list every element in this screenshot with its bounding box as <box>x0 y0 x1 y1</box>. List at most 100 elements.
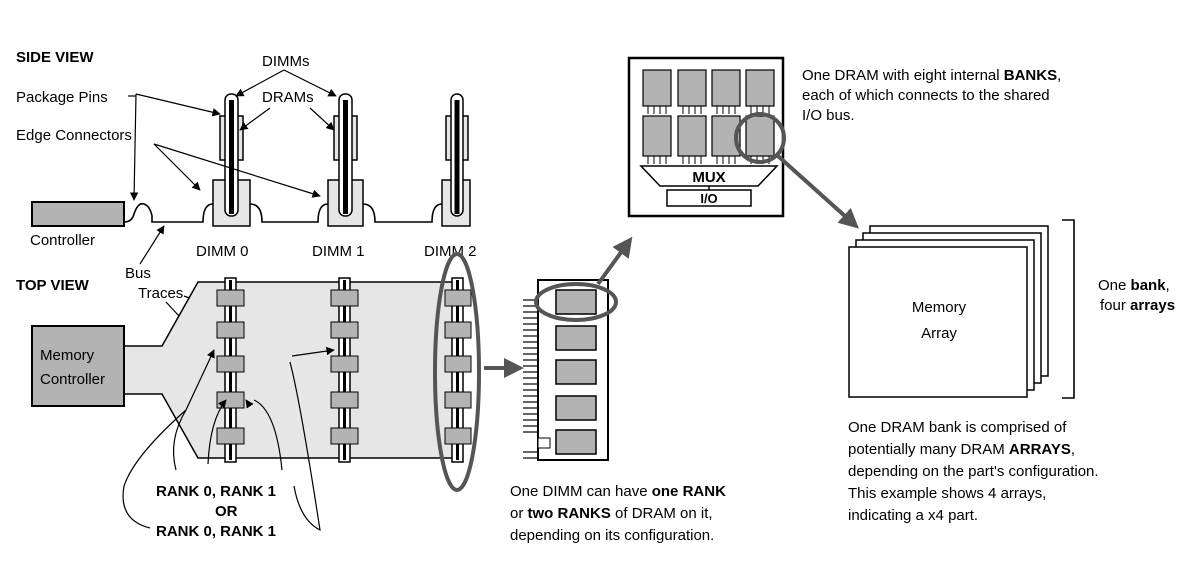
memory-controller-line2: Controller <box>40 371 105 388</box>
dram-chip-top <box>216 289 245 307</box>
edge-connectors-arrow-0 <box>153 143 201 191</box>
dimm-caption-line3: depending on its configuration. <box>510 527 714 544</box>
top-dimm-2 <box>444 277 472 463</box>
mux-block <box>639 165 779 187</box>
dimm-0-label: DIMM 0 <box>196 243 249 260</box>
dram-zoom-arrow <box>596 236 633 286</box>
side-dimm-1 <box>327 93 364 227</box>
rank-line-2: RANK 0, RANK 1 <box>156 523 276 540</box>
rank-loop-outer <box>122 409 187 529</box>
dram-bank <box>642 69 672 107</box>
side-bus-trace <box>123 202 470 223</box>
dimm-module <box>523 279 609 461</box>
module-dram-chip <box>555 325 597 351</box>
dram-chip-top <box>330 289 359 307</box>
drams-arrow-left <box>239 107 271 131</box>
bank-io-ticks-row1 <box>647 106 770 114</box>
bus-traces-arrow-up <box>139 225 165 265</box>
dimms-label: DIMMs <box>262 53 310 70</box>
top-dimm-1 <box>330 277 359 463</box>
dram-chip-top <box>330 355 359 373</box>
module-dram-chip <box>555 359 597 385</box>
module-dram-chip <box>555 429 597 455</box>
io-block <box>666 189 752 207</box>
dram-chip-top <box>216 355 245 373</box>
module-dram-chip <box>555 289 597 315</box>
rank-arrow-a <box>185 349 215 411</box>
top-view-title: TOP VIEW <box>16 277 90 294</box>
dram-chip-top <box>444 289 472 307</box>
memory-controller-line1: Memory <box>40 347 95 364</box>
dram-chip-top <box>444 321 472 339</box>
rank-loop-d <box>289 361 321 532</box>
io-label: I/O <box>700 191 717 206</box>
package-pins-label: Package Pins <box>16 89 108 106</box>
dram-chip-top <box>216 427 245 445</box>
top-dimm-0 <box>216 277 245 463</box>
dram-bank <box>642 115 672 157</box>
dram-bank <box>677 115 707 157</box>
dram-bank <box>677 69 707 107</box>
dram-chip-top <box>216 321 245 339</box>
dram-chip-top <box>216 391 245 409</box>
controller-box <box>31 201 125 227</box>
dram-caption-line2: each of which connects to the shared <box>802 87 1050 104</box>
package-pins-arrow-right <box>135 93 221 117</box>
package-pins-arrow-down <box>129 93 139 201</box>
memory-array <box>848 246 1028 398</box>
side-dimm-0 <box>212 93 251 227</box>
dimm-caption-line1: One DIMM can have one RANK <box>510 483 726 500</box>
dram-chip-top <box>444 355 472 373</box>
bank-caption-line2: potentially many DRAM ARRAYS, <box>848 441 1075 458</box>
bus-label: Bus <box>125 265 151 282</box>
bus-ribbon <box>123 281 456 459</box>
memory-array-line2: Array <box>921 325 957 342</box>
dram-caption-line3: I/O bus. <box>802 107 855 124</box>
edge-connectors-label: Edge Connectors <box>16 127 132 144</box>
bank-caption-line1: One DRAM bank is comprised of <box>848 419 1067 436</box>
mux-label: MUX <box>692 169 725 186</box>
dram-chip-highlight-ring <box>534 282 618 322</box>
bank-arrays-stack: Memory Array <box>848 225 1049 398</box>
dimm-2-highlight-ring <box>433 252 481 492</box>
drams-arrow-right <box>309 107 335 131</box>
dram-chip-top <box>330 427 359 445</box>
dimm-module-pins <box>523 299 538 459</box>
dimms-arrow-left <box>235 69 285 97</box>
dram-chip-top <box>444 427 472 445</box>
dimm-1-label: DIMM 1 <box>312 243 365 260</box>
rank-loop-c <box>253 399 283 471</box>
controller-label: Controller <box>30 232 95 249</box>
rank-loop-a <box>172 409 187 471</box>
rank-line-or: OR <box>215 503 238 520</box>
dram-bank <box>745 115 775 157</box>
side-view-title: SIDE VIEW <box>16 49 94 66</box>
edge-connectors-arrow-1 <box>153 143 321 198</box>
bank-side-line2: four arrays <box>1100 297 1175 314</box>
memory-controller-box <box>31 325 125 407</box>
module-dram-chip <box>555 395 597 421</box>
dram-chip-top <box>330 391 359 409</box>
rank-arrow-b <box>207 399 227 465</box>
bank-caption-line5: indicating a x4 part. <box>848 507 978 524</box>
drams-label: DRAMs <box>262 89 314 106</box>
dram-bank <box>745 69 775 107</box>
dimms-arrow-right <box>283 69 337 97</box>
bank-highlight-ring <box>734 112 786 164</box>
dram-chip-top <box>444 391 472 409</box>
dram-chip: MUX I/O <box>627 56 785 218</box>
bank-side-line1: One bank, <box>1098 277 1170 294</box>
bank-caption-line4: This example shows 4 arrays, <box>848 485 1046 502</box>
bank-bracket <box>1062 219 1075 399</box>
dram-caption-line1: One DRAM with eight internal BANKS, <box>802 67 1061 84</box>
rank-arrow-c <box>245 399 254 409</box>
rank-line-1: RANK 0, RANK 1 <box>156 483 276 500</box>
memory-array-line1: Memory <box>912 299 967 316</box>
bank-zoom-arrow <box>776 154 859 229</box>
dimm-caption-line2: or two RANKS of DRAM on it, <box>510 505 713 522</box>
side-dimm-2 <box>441 93 471 227</box>
dram-chip-top <box>330 321 359 339</box>
dram-bank <box>711 69 741 107</box>
